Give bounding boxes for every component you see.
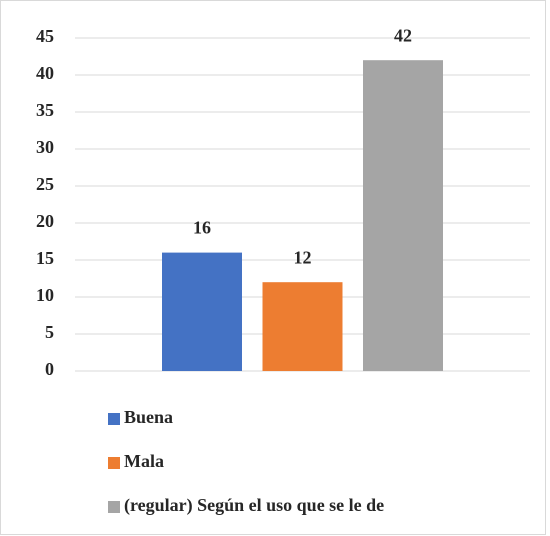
y-tick-label: 45: [36, 26, 54, 46]
y-tick-label: 15: [36, 248, 54, 268]
bar: [162, 252, 242, 371]
legend-swatch: [108, 457, 120, 469]
data-label: 12: [294, 247, 312, 267]
data-label: 16: [193, 218, 211, 238]
y-tick-label: 40: [36, 63, 54, 83]
data-label: 42: [394, 25, 412, 45]
bar: [363, 60, 443, 371]
bar: [262, 282, 343, 371]
y-tick-label: 35: [36, 100, 54, 120]
legend-swatch: [108, 413, 120, 425]
legend-label: (regular) Según el uso que se le de: [124, 495, 384, 516]
y-tick-label: 30: [36, 137, 54, 157]
legend-label: Buena: [124, 407, 173, 427]
y-tick-label: 20: [36, 211, 54, 231]
legend-swatch: [108, 501, 120, 513]
y-tick-label: 10: [36, 285, 54, 305]
y-tick-label: 5: [45, 322, 54, 342]
y-tick-label: 0: [45, 359, 54, 379]
y-tick-label: 25: [36, 174, 54, 194]
legend-label: Mala: [124, 451, 164, 471]
